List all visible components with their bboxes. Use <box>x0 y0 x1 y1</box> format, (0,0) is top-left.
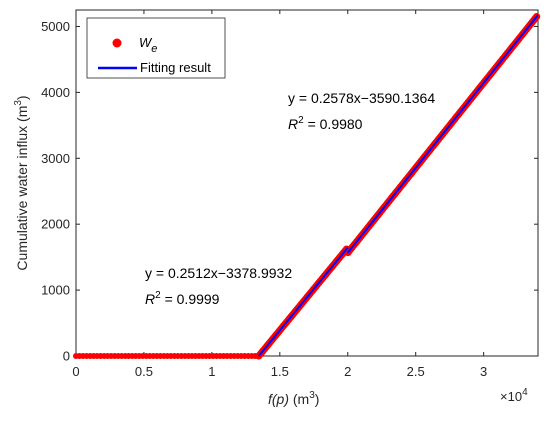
y-tick-labels: 0 1000 2000 3000 4000 5000 <box>41 19 70 364</box>
legend-label-we: We <box>139 35 157 55</box>
y-tick-label: 0 <box>63 349 70 364</box>
y-tick-label: 2000 <box>41 217 70 232</box>
axis-ticks <box>75 10 538 357</box>
x-tick-label: 2.5 <box>407 364 425 379</box>
y-tick-label: 1000 <box>41 283 70 298</box>
y-tick-label: 3000 <box>41 151 70 166</box>
x-tick-label: 0 <box>72 364 79 379</box>
y-axis-label: Cumulative water influx (m3) <box>13 95 30 270</box>
x-exponent-label: ×104 <box>500 387 528 404</box>
x-tick-label: 2 <box>344 364 351 379</box>
annotation-lower-r2: R2 = 0.9999 <box>145 290 220 307</box>
x-tick-label: 0.5 <box>135 364 153 379</box>
legend: We Fitting result <box>86 17 226 79</box>
data-layer <box>73 13 541 360</box>
x-tick-label: 3 <box>480 364 487 379</box>
y-tick-label: 4000 <box>41 85 70 100</box>
annotation-lower-equation: y = 0.2512x−3378.9932 <box>145 265 292 281</box>
fit-line-segment <box>346 14 539 254</box>
y-tick-label: 5000 <box>41 19 70 34</box>
annotation-upper-equation: y = 0.2578x−3590.1364 <box>288 90 435 106</box>
legend-label-fit: Fitting result <box>140 60 211 75</box>
x-axis-label: f(p) (m3) <box>268 390 319 407</box>
annotation-upper-r2: R2 = 0.9980 <box>288 115 363 132</box>
x-tick-label: 1 <box>208 364 215 379</box>
legend-marker-we <box>112 38 122 48</box>
x-tick-label: 1.5 <box>271 364 289 379</box>
fit-line-segment <box>257 246 349 357</box>
x-tick-labels: 0 0.5 1 1.5 2 2.5 3 <box>72 364 487 379</box>
